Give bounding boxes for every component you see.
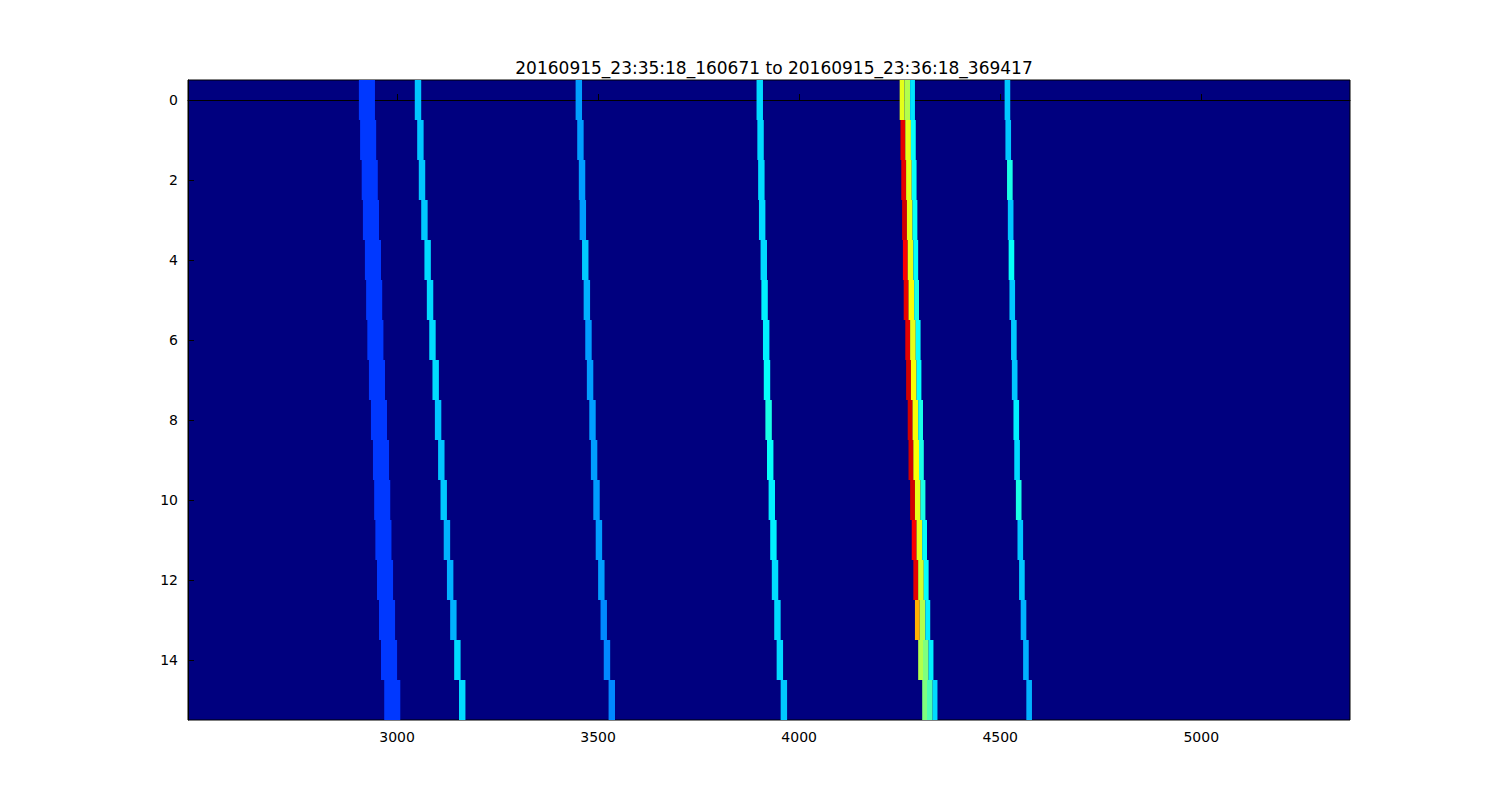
svg-text:10: 10 [160,492,178,508]
svg-text:4500: 4500 [982,729,1018,745]
svg-text:4: 4 [169,252,178,268]
svg-text:4000: 4000 [781,729,817,745]
svg-text:5000: 5000 [1183,729,1219,745]
svg-text:2: 2 [169,172,178,188]
svg-text:6: 6 [169,332,178,348]
svg-text:3500: 3500 [580,729,616,745]
svg-text:3000: 3000 [379,729,415,745]
svg-text:12: 12 [160,572,178,588]
svg-text:20160915_23:35:18_160671 to 20: 20160915_23:35:18_160671 to 20160915_23:… [515,58,1032,79]
svg-text:0: 0 [169,92,178,108]
svg-text:8: 8 [169,412,178,428]
svg-text:14: 14 [160,652,178,668]
